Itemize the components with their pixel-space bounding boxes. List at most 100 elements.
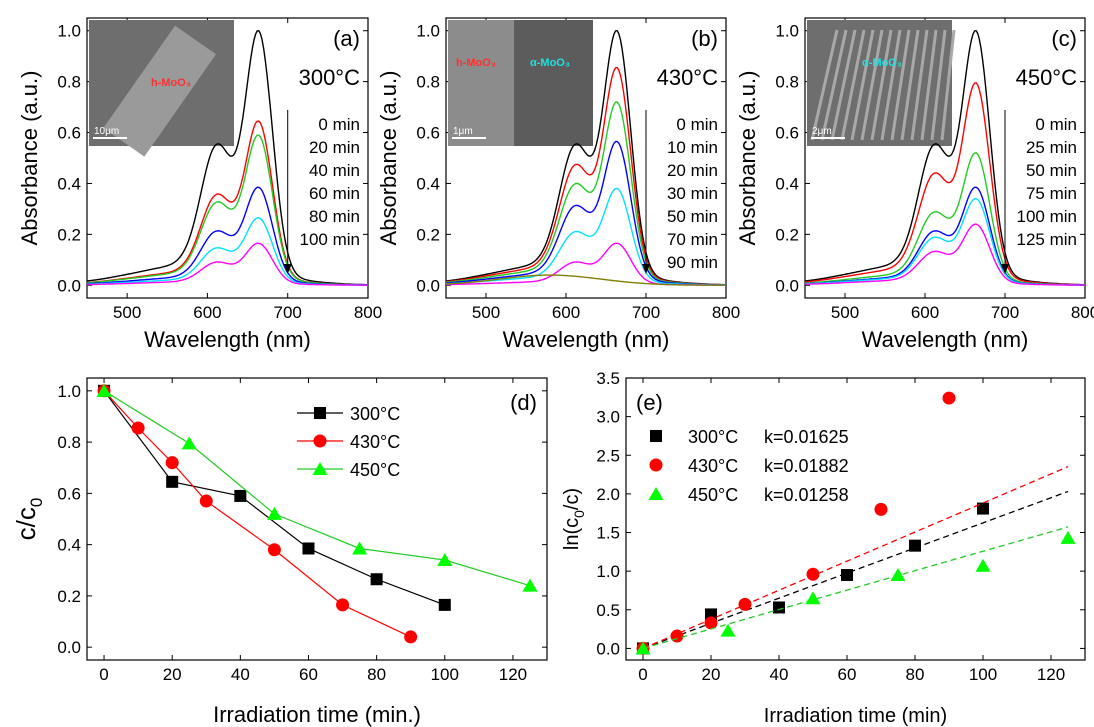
x-tick-label: 80 bbox=[906, 665, 925, 684]
y-axis-title-subscript: 0 bbox=[571, 510, 587, 518]
data-point bbox=[96, 383, 112, 397]
y-tick-label: 0.0 bbox=[596, 639, 620, 658]
flake-crystal bbox=[810, 29, 839, 141]
y-axis-title-main: c/c bbox=[11, 507, 41, 540]
data-point bbox=[165, 456, 179, 470]
x-tick-label: 60 bbox=[838, 665, 857, 684]
panel-b-absorbance-chart: 500 600 700 800 0.0 0.2 0.4 0.6 0.8 1.0 h-MoO₃ α-Mo… bbox=[376, 17, 740, 352]
panel-e-kinetics-chart: 0 20 40 60 80 100 120 0.0 0.5 1.0 1.5 2.0 2.5 3.0 3.5 3… bbox=[561, 369, 1086, 727]
spectrum-line-5 bbox=[804, 223, 1085, 286]
panel-label: (e) bbox=[636, 390, 663, 415]
x-tick-label: 100 bbox=[431, 665, 459, 684]
time-label: 75 min bbox=[1026, 184, 1077, 203]
legend-label: 450°C bbox=[350, 460, 400, 480]
y-tick-label: 1.0 bbox=[416, 22, 440, 41]
x-tick-label: 40 bbox=[231, 665, 250, 684]
legend-marker bbox=[314, 407, 326, 419]
time-label: 50 min bbox=[1026, 161, 1077, 180]
legend-k-value: k=0.01625 bbox=[764, 427, 849, 447]
y-tick-label: 0.8 bbox=[57, 73, 81, 92]
axes-frame bbox=[86, 17, 369, 299]
y-axis-title-end: /c) bbox=[561, 488, 583, 510]
flake-crystal bbox=[860, 29, 884, 141]
y-axis-title-main: ln(c bbox=[561, 518, 583, 550]
data-point bbox=[267, 543, 281, 557]
y-tick-label: 0.2 bbox=[416, 225, 440, 244]
y-tick-label: 0.0 bbox=[775, 276, 799, 295]
spectrum-line-0 bbox=[86, 29, 368, 286]
axes-frame bbox=[86, 377, 548, 661]
flake-crystal bbox=[830, 29, 857, 141]
data-point bbox=[909, 539, 921, 552]
series-line-2 bbox=[103, 390, 531, 587]
flake-crystal bbox=[930, 29, 947, 141]
time-label: 20 min bbox=[309, 138, 360, 157]
x-tick-label: 40 bbox=[770, 665, 789, 684]
y-tick-label: 0.6 bbox=[57, 124, 81, 143]
flake-crystal bbox=[920, 29, 938, 141]
y-tick-label: 0.2 bbox=[775, 225, 799, 244]
x-tick-label: 20 bbox=[163, 665, 182, 684]
x-tick-label: 500 bbox=[113, 303, 141, 322]
x-tick-label: 600 bbox=[911, 303, 939, 322]
rod-crystal bbox=[103, 25, 217, 157]
panel-c-absorbance-chart: 500 600 700 800 0.0 0.2 0.4 0.6 0.8 1.0 α-MoO₃ 2μm (… bbox=[735, 17, 1094, 352]
legend-label: 430°C bbox=[350, 432, 400, 452]
data-point bbox=[704, 616, 718, 630]
legend-marker bbox=[648, 487, 664, 500]
y-tick-label: 2.0 bbox=[596, 485, 620, 504]
time-label: 70 min bbox=[667, 230, 718, 249]
y-axis-title: Absorbance (a.u.) bbox=[735, 71, 760, 246]
x-axis-title: Wavelength (nm) bbox=[144, 327, 311, 352]
x-tick-label: 700 bbox=[632, 303, 660, 322]
scale-bar-label: 1μm bbox=[453, 126, 473, 137]
axes-frame bbox=[445, 17, 727, 299]
data-point bbox=[131, 421, 145, 435]
y-tick-label: 0.4 bbox=[775, 174, 799, 193]
data-point bbox=[720, 623, 736, 637]
panel-d-concentration-chart: 0 20 40 60 80 100 120 0.0 0.2 0.4 0.6 0.8 1.0 300°C 43… bbox=[11, 377, 548, 727]
flake-crystal bbox=[900, 29, 920, 141]
x-tick-label: 100 bbox=[969, 665, 997, 684]
time-label: 100 min bbox=[300, 230, 360, 249]
legend-marker bbox=[650, 430, 662, 442]
x-tick-label: 120 bbox=[499, 665, 527, 684]
y-tick-label: 3.0 bbox=[596, 408, 620, 427]
y-tick-label: 1.0 bbox=[57, 382, 81, 401]
time-label: 125 min bbox=[1017, 230, 1077, 249]
spectrum-line-1 bbox=[804, 82, 1085, 286]
temperature-label: 300°C bbox=[299, 65, 361, 90]
inset-label: α-MoO₃ bbox=[862, 57, 902, 69]
data-point bbox=[234, 489, 247, 502]
data-point bbox=[874, 502, 888, 516]
time-label: 0 min bbox=[676, 115, 718, 134]
y-tick-label: 0.2 bbox=[57, 225, 81, 244]
axes-frame bbox=[804, 17, 1086, 299]
panel-label: (a) bbox=[333, 26, 360, 51]
data-point bbox=[1060, 530, 1076, 544]
y-axis-title: ln(c0/c) bbox=[561, 488, 587, 550]
x-tick-label: 600 bbox=[552, 303, 580, 322]
inset-label-right: α-MoO₃ bbox=[530, 57, 570, 69]
legend-label: 450°C bbox=[688, 485, 738, 505]
time-label: 40 min bbox=[309, 161, 360, 180]
y-tick-label: 0.5 bbox=[596, 601, 620, 620]
scale-bar-label: 10μm bbox=[94, 126, 119, 137]
x-axis-title: Wavelength (nm) bbox=[862, 327, 1029, 352]
x-tick-label: 800 bbox=[712, 303, 740, 322]
time-label: 60 min bbox=[309, 184, 360, 203]
data-point bbox=[890, 568, 906, 582]
data-point bbox=[942, 391, 956, 405]
data-point bbox=[805, 591, 821, 605]
x-tick-label: 800 bbox=[354, 303, 382, 322]
x-tick-label: 20 bbox=[702, 665, 721, 684]
time-label: 100 min bbox=[1017, 207, 1077, 226]
spectrum-line-4 bbox=[86, 217, 368, 286]
x-tick-label: 120 bbox=[1037, 665, 1065, 684]
flake-crystal bbox=[840, 29, 866, 141]
x-tick-label: 800 bbox=[1071, 303, 1094, 322]
y-axis-title: c/c0 bbox=[11, 498, 46, 541]
y-tick-label: 0.6 bbox=[416, 124, 440, 143]
scale-bar-label: 2μm bbox=[812, 126, 832, 137]
